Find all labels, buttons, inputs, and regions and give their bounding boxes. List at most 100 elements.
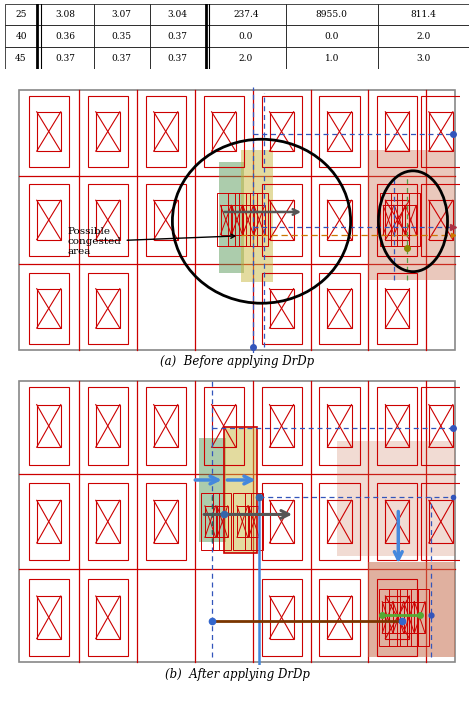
Bar <box>319 483 359 561</box>
Bar <box>262 483 301 561</box>
Text: 0.37: 0.37 <box>168 54 188 63</box>
Bar <box>337 441 456 556</box>
Bar <box>328 200 352 240</box>
Bar <box>328 289 352 328</box>
Text: 0.36: 0.36 <box>55 32 75 41</box>
Text: (a)  Before applying DrDp: (a) Before applying DrDp <box>160 355 314 368</box>
Text: 2.0: 2.0 <box>239 54 253 63</box>
Bar <box>379 589 397 646</box>
Bar <box>394 205 405 235</box>
Bar <box>205 506 216 537</box>
Bar <box>36 596 61 638</box>
Bar <box>5 4 37 25</box>
Bar <box>250 193 268 246</box>
Bar <box>248 506 259 537</box>
Bar <box>29 387 69 465</box>
Bar <box>429 200 453 240</box>
Bar <box>232 205 242 235</box>
Text: (b)  After applying DrDp: (b) After applying DrDp <box>164 668 310 681</box>
Bar <box>5 47 37 69</box>
Bar <box>37 25 93 47</box>
Bar <box>150 47 206 69</box>
Bar <box>400 589 418 646</box>
Bar <box>380 193 397 246</box>
Bar <box>421 96 461 167</box>
Text: 0.0: 0.0 <box>239 32 253 41</box>
Bar <box>36 289 61 328</box>
Bar <box>154 500 178 543</box>
Bar <box>29 579 69 656</box>
Bar <box>201 493 219 550</box>
Text: 0.37: 0.37 <box>55 54 75 63</box>
Bar <box>206 25 286 47</box>
Bar <box>88 273 128 344</box>
Bar <box>328 405 352 447</box>
Bar <box>385 500 410 543</box>
Bar <box>411 589 428 646</box>
Bar <box>319 184 359 256</box>
Bar <box>206 47 286 69</box>
Bar <box>224 427 257 553</box>
Bar <box>203 96 244 167</box>
Bar <box>96 112 120 151</box>
Bar <box>36 500 61 543</box>
Bar <box>270 500 293 543</box>
Bar <box>154 112 178 151</box>
Bar <box>328 112 352 151</box>
Bar <box>5 25 37 47</box>
Bar <box>377 184 418 256</box>
Bar <box>213 493 231 550</box>
Bar <box>270 596 293 638</box>
Bar <box>429 112 453 151</box>
Bar <box>146 483 186 561</box>
Bar <box>150 4 206 25</box>
Text: 0.37: 0.37 <box>111 54 132 63</box>
Bar <box>146 96 186 167</box>
Text: 0.0: 0.0 <box>325 32 339 41</box>
Bar <box>37 4 93 25</box>
Bar <box>96 405 120 447</box>
Bar <box>243 205 254 235</box>
Bar <box>385 596 410 638</box>
Bar <box>96 200 120 240</box>
Bar <box>37 47 93 69</box>
Bar <box>224 427 257 553</box>
Bar <box>385 289 410 328</box>
Text: 0.35: 0.35 <box>111 32 132 41</box>
Bar <box>319 96 359 167</box>
Bar <box>219 161 244 273</box>
Bar <box>383 205 394 235</box>
Text: 40: 40 <box>15 32 27 41</box>
Bar <box>88 579 128 656</box>
Bar <box>262 387 301 465</box>
Bar <box>319 579 359 656</box>
Bar <box>262 579 301 656</box>
Bar <box>377 387 418 465</box>
Bar <box>203 387 244 465</box>
Bar <box>29 184 69 256</box>
Bar <box>93 4 150 25</box>
Bar <box>421 184 461 256</box>
Bar <box>286 25 377 47</box>
Bar <box>319 387 359 465</box>
Bar <box>385 112 410 151</box>
Bar <box>377 47 469 69</box>
Bar <box>146 387 186 465</box>
Bar <box>270 112 293 151</box>
Bar <box>88 96 128 167</box>
Bar <box>389 589 407 646</box>
Bar <box>286 47 377 69</box>
Bar <box>211 112 236 151</box>
Bar <box>385 405 410 447</box>
Bar <box>368 150 456 280</box>
Bar <box>270 405 293 447</box>
Bar <box>237 506 248 537</box>
Bar <box>239 193 257 246</box>
Bar <box>29 96 69 167</box>
Bar <box>382 601 393 633</box>
Text: 0.37: 0.37 <box>168 32 188 41</box>
Bar <box>262 96 301 167</box>
Bar <box>206 4 286 25</box>
Bar <box>421 483 461 561</box>
Bar <box>228 193 246 246</box>
